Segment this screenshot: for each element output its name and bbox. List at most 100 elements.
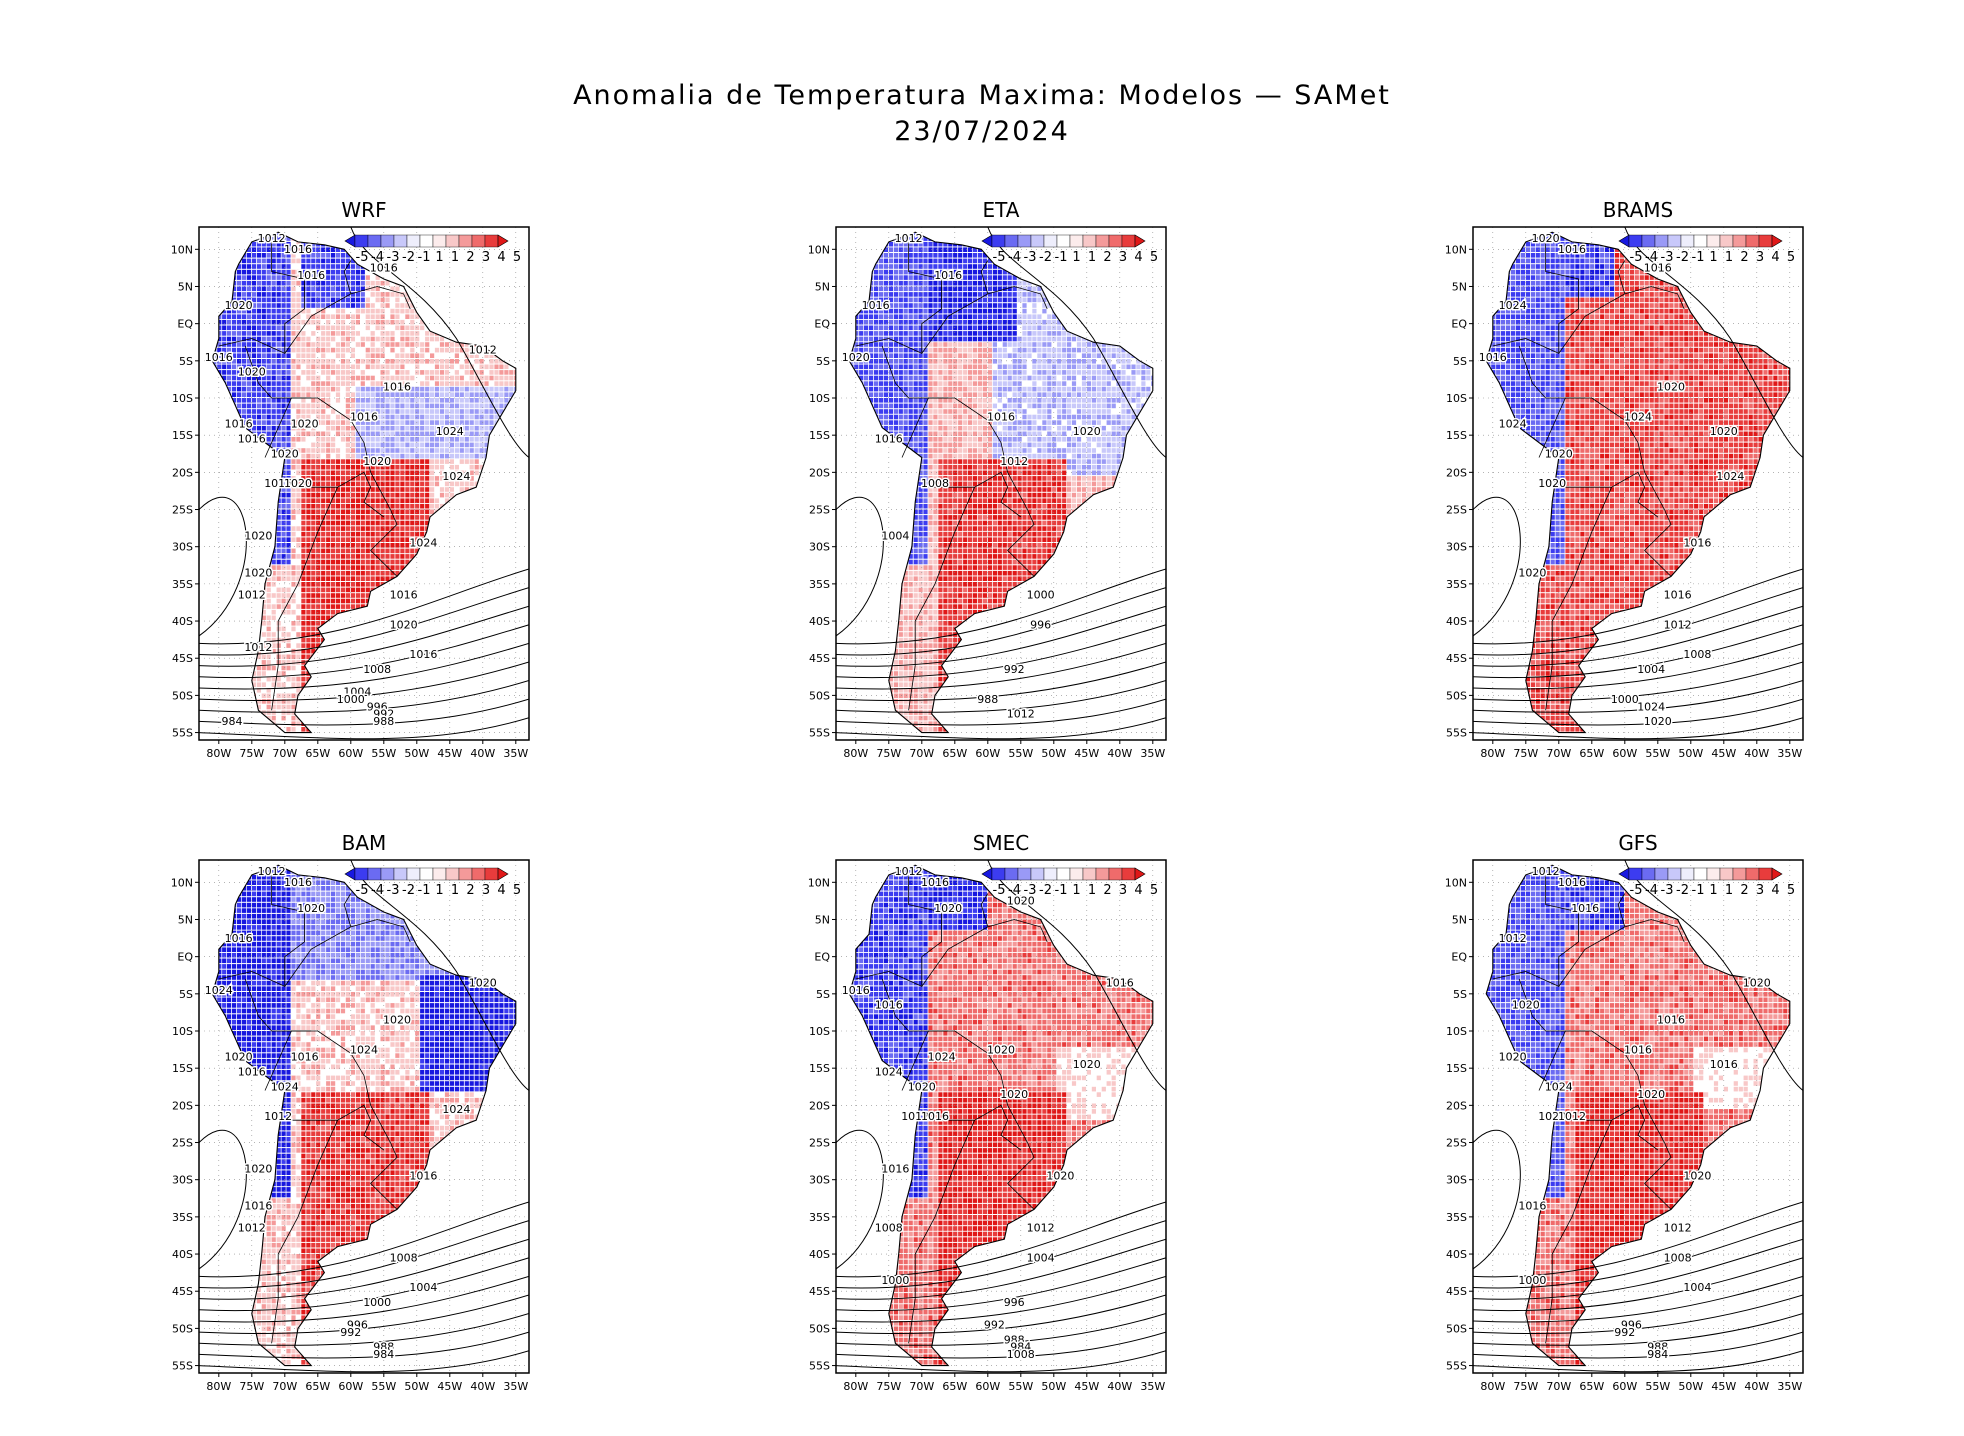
lat-tick-label: 10N bbox=[808, 876, 830, 889]
lat-tick-label: 45S bbox=[172, 1285, 193, 1298]
isobar-label: 1020 bbox=[469, 976, 497, 989]
isobar-label: 1004 bbox=[881, 529, 909, 542]
lat-tick-label: 10N bbox=[1445, 876, 1467, 889]
lon-tick-label: 50W bbox=[1678, 747, 1703, 760]
isobar-label: 1020 bbox=[1512, 999, 1540, 1012]
lon-tick-label: 70W bbox=[272, 747, 297, 760]
colorbar-label: -2 bbox=[1039, 883, 1052, 898]
colorbar-label: 2 bbox=[466, 250, 474, 265]
lon-tick-label: 40W bbox=[1107, 747, 1132, 760]
colorbar-label: 1 bbox=[435, 250, 443, 265]
map-frame bbox=[1472, 859, 1804, 1374]
lat-tick-label: 5S bbox=[816, 988, 830, 1001]
isobar-label: 1020 bbox=[1657, 381, 1685, 394]
colorbar-label: 1 bbox=[1725, 883, 1733, 898]
lat-tick-label: 55S bbox=[809, 1360, 830, 1373]
isobar-label: 1020 bbox=[1499, 1051, 1527, 1064]
isobar-label: 1024 bbox=[205, 984, 233, 997]
lat-tick-label: 50S bbox=[809, 1322, 830, 1335]
lat-tick-label: 40S bbox=[172, 1248, 193, 1261]
isobar-label: 1024 bbox=[1637, 700, 1665, 713]
isobar-label: 1020 bbox=[987, 1043, 1015, 1056]
colorbar-label: 3 bbox=[1119, 250, 1127, 265]
lat-tick-label: 40S bbox=[809, 615, 830, 628]
lon-tick-label: 80W bbox=[206, 747, 231, 760]
isobar-label: 1016 bbox=[205, 351, 233, 364]
lon-tick-label: 70W bbox=[909, 747, 934, 760]
isobar-label: 1020 bbox=[1518, 566, 1546, 579]
isobar-label: 1016 bbox=[1479, 351, 1507, 364]
lat-tick-label: 55S bbox=[1446, 1360, 1467, 1373]
isobar-label: 992 bbox=[1614, 1326, 1635, 1339]
panel-title: BAM bbox=[342, 831, 387, 855]
lon-tick-label: 70W bbox=[1546, 1380, 1571, 1393]
isobar-label: 996 bbox=[347, 1318, 368, 1331]
isobar-label: 1012 bbox=[258, 232, 286, 245]
isobar-label: 1020 bbox=[934, 902, 962, 915]
lon-tick-label: 50W bbox=[404, 747, 429, 760]
isobar-label: 1024 bbox=[1499, 418, 1527, 431]
colorbar-label: -1 bbox=[1692, 250, 1705, 265]
isobar-label: 1020 bbox=[244, 1162, 272, 1175]
coastline bbox=[1485, 231, 1791, 734]
isobar-label: 1000 bbox=[1611, 693, 1639, 706]
colorbar-label: -4 bbox=[1008, 883, 1021, 898]
isobar-label: 1016 bbox=[921, 876, 949, 889]
isobar-label: 1012 bbox=[1558, 1110, 1586, 1123]
colorbar-label: -5 bbox=[1630, 883, 1643, 898]
lon-tick-label: 55W bbox=[371, 1380, 396, 1393]
isobar-label: 1016 bbox=[1710, 1058, 1738, 1071]
isobar-label: 1000 bbox=[363, 1296, 391, 1309]
isobar-label: 1016 bbox=[1683, 537, 1711, 550]
colorbar-label: -2 bbox=[1676, 883, 1689, 898]
isobar-label: 1016 bbox=[238, 1066, 266, 1079]
isobar-label: 1020 bbox=[225, 1051, 253, 1064]
colorbar-label: -2 bbox=[402, 250, 415, 265]
lat-tick-label: 30S bbox=[1446, 1174, 1467, 1187]
isobar-label: 1004 bbox=[1027, 1252, 1055, 1265]
colorbar-label: -5 bbox=[1630, 250, 1643, 265]
lon-tick-label: 40W bbox=[1107, 1380, 1132, 1393]
isobar-label: 988 bbox=[1004, 1333, 1025, 1346]
isobar-label: 1012 bbox=[1027, 1222, 1055, 1235]
lon-tick-label: 65W bbox=[305, 747, 330, 760]
isobar-label: 1020 bbox=[244, 529, 272, 542]
lat-tick-label: 10S bbox=[809, 392, 830, 405]
lon-tick-label: 45W bbox=[1074, 747, 1099, 760]
isobars bbox=[836, 227, 1166, 740]
colorbar-label: -3 bbox=[1661, 883, 1674, 898]
lat-tick-label: EQ bbox=[177, 951, 193, 964]
lon-tick-label: 80W bbox=[843, 1380, 868, 1393]
colorbar-label: 5 bbox=[513, 250, 521, 265]
isobar-label: 1020 bbox=[1073, 425, 1101, 438]
map-svg: WRF 10N 5N EQ 5S 10S 15S 20S 25S 30S 35S 40S 45S 50S 5… bbox=[171, 198, 530, 760]
isobar-label: 992 bbox=[984, 1318, 1005, 1331]
lon-tick-label: 35W bbox=[1140, 747, 1165, 760]
lat-tick-label: 5N bbox=[815, 913, 830, 926]
isobar-label: 1020 bbox=[284, 477, 312, 490]
colorbar-label: 1 bbox=[1725, 250, 1733, 265]
isobar-label: 1020 bbox=[1073, 1058, 1101, 1071]
lon-tick-label: 40W bbox=[470, 747, 495, 760]
isobar-label: 1016 bbox=[297, 269, 325, 282]
lon-tick-label: 70W bbox=[272, 1380, 297, 1393]
panel-smec: SMEC 10N 5N EQ 5S 10S 15S 20S 25S 30S 35S 40S 45S 50S… bbox=[778, 830, 1198, 1410]
isobar-label: 1016 bbox=[1558, 876, 1586, 889]
lon-tick-label: 80W bbox=[1480, 1380, 1505, 1393]
isobar-label: 1012 bbox=[1007, 708, 1035, 721]
isobar-label: 996 bbox=[1004, 1296, 1025, 1309]
isobar-label: 1016 bbox=[1571, 902, 1599, 915]
lat-tick-label: 15S bbox=[809, 1062, 830, 1075]
lon-tick-label: 60W bbox=[1612, 1380, 1637, 1393]
isobar-label: 1020 bbox=[1007, 895, 1035, 908]
isobar-label: 1008 bbox=[921, 477, 949, 490]
lat-tick-label: 55S bbox=[1446, 727, 1467, 740]
lon-tick-label: 75W bbox=[876, 747, 901, 760]
lat-tick-label: 10S bbox=[1446, 1025, 1467, 1038]
lon-tick-label: 45W bbox=[437, 1380, 462, 1393]
coastline bbox=[211, 231, 517, 734]
lon-tick-label: 45W bbox=[437, 747, 462, 760]
lon-tick-label: 55W bbox=[1645, 1380, 1670, 1393]
lat-tick-label: 10N bbox=[171, 876, 193, 889]
isobar-label: 1012 bbox=[238, 1222, 266, 1235]
